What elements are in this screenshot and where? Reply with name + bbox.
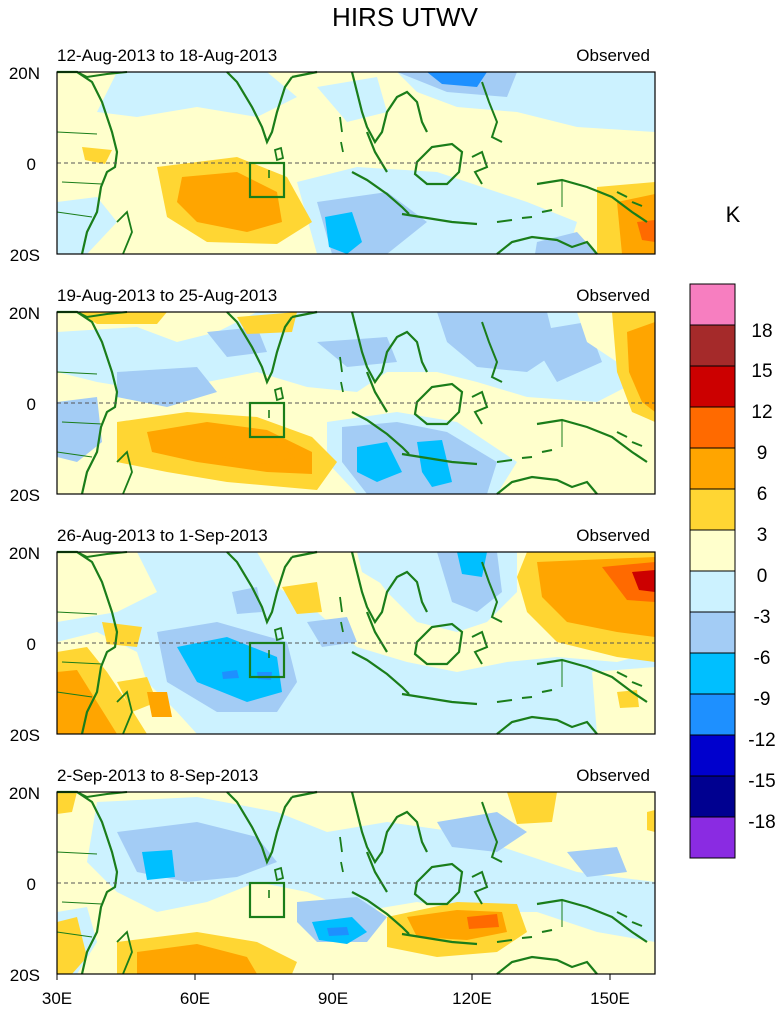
colorbar-label-12: 12 (751, 402, 772, 423)
colorbar-label-9: 9 (757, 443, 768, 464)
panel-4-lat-0: 0 (27, 875, 36, 894)
colorbar-label-6: 6 (757, 484, 768, 505)
colorbar-label-neg18: -18 (748, 812, 775, 833)
panel-1-frame (56, 71, 656, 255)
panel-2-tag: Observed (576, 286, 650, 305)
colorbar-label-0: 0 (757, 566, 768, 587)
colorbar-label-18: 18 (751, 321, 772, 342)
lon-30e: 30E (42, 989, 72, 1008)
colorbar-swatch (689, 283, 736, 326)
colorbar (689, 283, 736, 859)
panel-2-lat-0: 0 (27, 395, 36, 414)
panel-4-date-range: 2-Sep-2013 to 8-Sep-2013 (57, 766, 258, 785)
colorbar-label-neg6: -6 (754, 648, 771, 669)
panel-3-lat-20s: 20S (10, 726, 40, 745)
panel-2-contours (57, 312, 655, 494)
lon-150e: 150E (590, 989, 630, 1008)
panel-3-lat-20n: 20N (9, 544, 40, 563)
panel-1-tag: Observed (576, 46, 650, 65)
colorbar-label-15: 15 (751, 361, 772, 382)
colorbar-swatch (689, 365, 736, 408)
panel-4-lat-20s: 20S (10, 966, 40, 985)
lon-60e: 60E (180, 989, 210, 1008)
panel-3-lat-labels: 20N 0 20S (9, 544, 40, 745)
panel-2-lat-labels: 20N 0 20S (9, 304, 40, 505)
panel-2-date-range: 19-Aug-2013 to 25-Aug-2013 (57, 286, 277, 305)
colorbar-swatch (689, 406, 736, 449)
unit-label: K (726, 202, 741, 227)
panel-2-frame (56, 311, 656, 495)
panel-4-contours (57, 792, 655, 974)
panel-1-lat-20n: 20N (9, 64, 40, 83)
lon-120e: 120E (452, 989, 492, 1008)
panel-3-tag: Observed (576, 526, 650, 545)
figure-title: HIRS UTWV (332, 2, 479, 32)
panel-4-tag: Observed (576, 766, 650, 785)
colorbar-swatch (689, 734, 736, 777)
lon-labels: 30E 60E 90E 120E 150E (42, 989, 630, 1008)
lon-90e: 90E (318, 989, 348, 1008)
panel-3-contours (57, 552, 655, 734)
panel-1-target-box (248, 161, 286, 199)
colorbar-label-neg3: -3 (754, 607, 771, 628)
map-panel-4 (55, 790, 656, 976)
colorbar-swatch (689, 693, 736, 736)
colorbar-swatch (689, 570, 736, 613)
colorbar-swatch (689, 652, 736, 695)
panel-4-lat-20n: 20N (9, 784, 40, 803)
panel-4-target-box (248, 881, 286, 919)
colorbar-label-neg12: -12 (748, 730, 775, 751)
colorbar-swatch (689, 447, 736, 490)
panel-1-contours (57, 72, 655, 254)
lon-ticks (56, 974, 611, 980)
colorbar-swatch (689, 611, 736, 654)
panel-2-lat-20s: 20S (10, 486, 40, 505)
colorbar-label-neg9: -9 (754, 689, 771, 710)
panel-1-lat-20s: 20S (10, 246, 40, 265)
colorbar-label-neg15: -15 (748, 771, 775, 792)
panel-1-lat-0: 0 (27, 155, 36, 174)
colorbar-swatch (689, 488, 736, 531)
colorbar-swatch (689, 324, 736, 367)
colorbar-swatch (689, 775, 736, 818)
panel-1-date-range: 12-Aug-2013 to 18-Aug-2013 (57, 46, 277, 65)
panel-3-frame (56, 551, 656, 735)
panel-3-lat-0: 0 (27, 635, 36, 654)
map-panel-1 (55, 70, 656, 256)
panel-3-date-range: 26-Aug-2013 to 1-Sep-2013 (57, 526, 268, 545)
map-panel-3 (55, 550, 656, 736)
panel-2-lat-20n: 20N (9, 304, 40, 323)
panel-2-target-box (248, 401, 286, 439)
panel-4-lat-labels: 20N 0 20S (9, 784, 40, 985)
panel-4-frame (56, 791, 656, 975)
map-panel-2 (55, 310, 656, 496)
colorbar-labels: 18 15 12 9 6 3 0 -3 -6 -9 -12 -15 -18 (748, 321, 775, 833)
panel-1-lat-labels: 20N 0 20S (9, 64, 40, 265)
colorbar-swatch (689, 529, 736, 572)
panel-3-target-box (248, 641, 286, 679)
colorbar-swatch (689, 816, 736, 859)
colorbar-label-3: 3 (757, 525, 768, 546)
